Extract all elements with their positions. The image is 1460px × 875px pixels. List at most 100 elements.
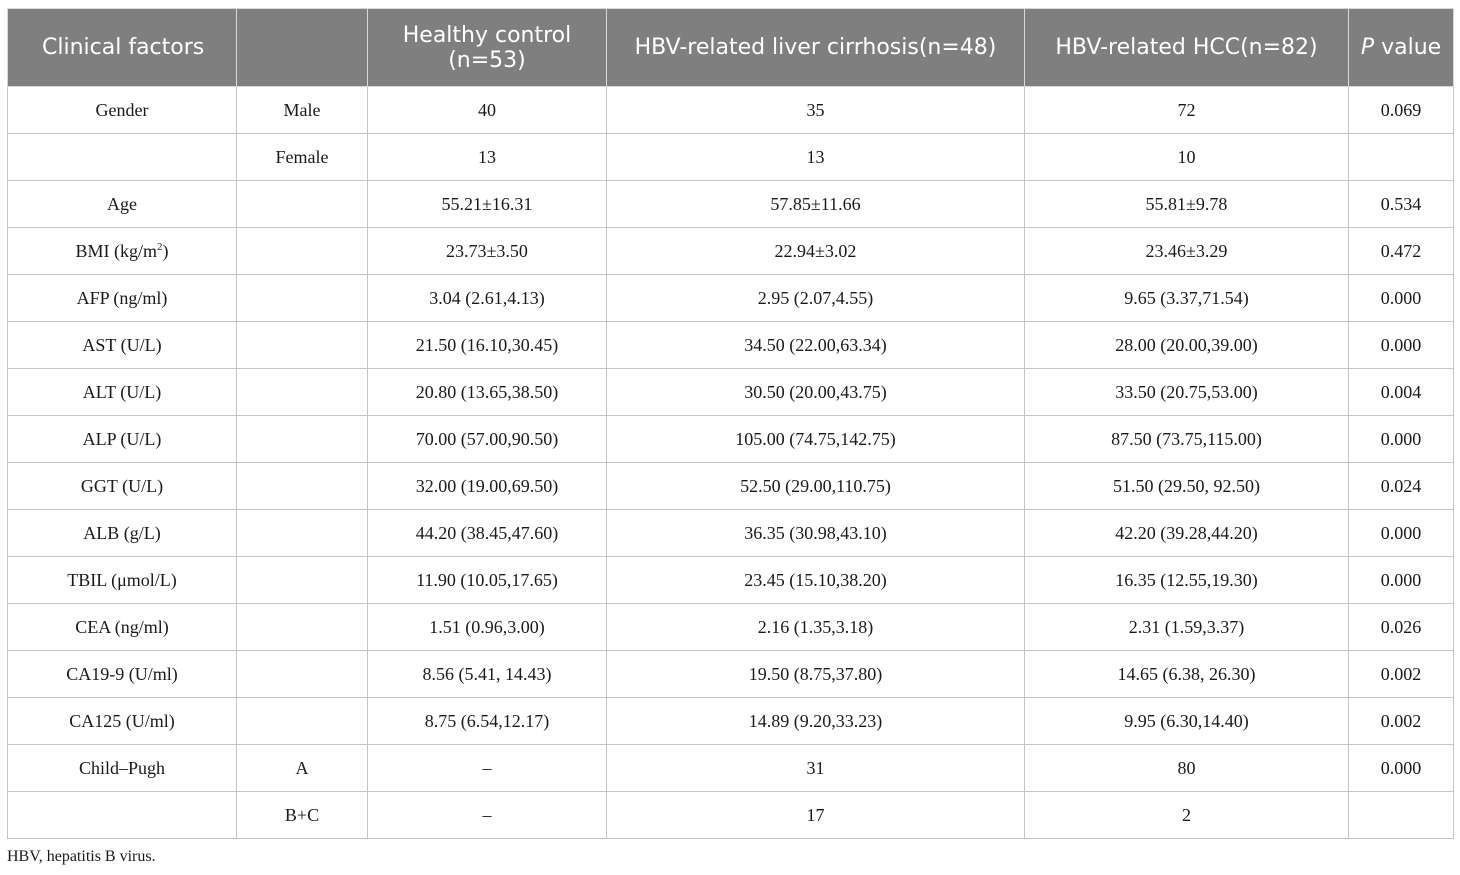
cell-p-value: 0.004 xyxy=(1348,368,1454,416)
cell-factor: CA125 (U/ml) xyxy=(7,697,237,745)
cell-hcc: 51.50 (29.50, 92.50) xyxy=(1024,462,1349,510)
header-healthy-control-line2: (n=53) xyxy=(448,47,526,73)
cell-liver-cirrhosis: 57.85±11.66 xyxy=(606,180,1025,228)
cell-healthy-control-text: 21.50 (16.10,30.45) xyxy=(415,334,559,355)
cell-hcc-text: 33.50 (20.75,53.00) xyxy=(1115,381,1258,402)
cell-liver-cirrhosis: 31 xyxy=(606,744,1025,792)
cell-liver-cirrhosis: 30.50 (20.00,43.75) xyxy=(606,368,1025,416)
cell-factor-text: Gender xyxy=(95,99,149,120)
cell-subcategory: Female xyxy=(236,133,368,181)
cell-healthy-control: – xyxy=(367,791,607,839)
cell-p-value: 0.000 xyxy=(1348,321,1454,369)
header-hcc: HBV-related HCC(n=82) xyxy=(1024,8,1349,87)
cell-liver-cirrhosis-text: 14.89 (9.20,33.23) xyxy=(748,710,883,731)
table-row: AFP (ng/ml) 3.04 (2.61,4.13) 2.95 (2.07,4.… xyxy=(7,274,1454,322)
cell-subcategory-text: Female xyxy=(275,146,329,167)
cell-liver-cirrhosis: 22.94±3.02 xyxy=(606,227,1025,275)
cell-healthy-control: – xyxy=(367,744,607,792)
table-row: CA19-9 (U/ml) 8.56 (5.41, 14.43) 19.50 (8.… xyxy=(7,650,1454,698)
cell-hcc: 87.50 (73.75,115.00) xyxy=(1024,415,1349,463)
cell-subcategory: Male xyxy=(236,86,368,134)
cell-healthy-control: 70.00 (57.00,90.50) xyxy=(367,415,607,463)
cell-hcc: 33.50 (20.75,53.00) xyxy=(1024,368,1349,416)
cell-hcc-text: 2 xyxy=(1182,804,1191,825)
cell-hcc-text: 9.95 (6.30,14.40) xyxy=(1124,710,1249,731)
table-row: BMI (kg/m2) 23.73±3.50 22.94±3.02 23.46±3.2… xyxy=(7,227,1454,275)
cell-hcc-text: 10 xyxy=(1177,146,1196,167)
cell-p-value: 0.002 xyxy=(1348,697,1454,745)
cell-healthy-control: 21.50 (16.10,30.45) xyxy=(367,321,607,369)
cell-subcategory xyxy=(236,415,368,463)
cell-hcc: 23.46±3.29 xyxy=(1024,227,1349,275)
cell-hcc-text: 87.50 (73.75,115.00) xyxy=(1111,428,1262,449)
cell-liver-cirrhosis-text: 19.50 (8.75,37.80) xyxy=(748,663,883,684)
table-row: ALB (g/L) 44.20 (38.45,47.60) 36.35 (30.98… xyxy=(7,509,1454,557)
cell-liver-cirrhosis: 17 xyxy=(606,791,1025,839)
cell-hcc-text: 51.50 (29.50, 92.50) xyxy=(1113,475,1260,496)
cell-healthy-control-text: 8.56 (5.41, 14.43) xyxy=(422,663,552,684)
cell-healthy-control-text: 20.80 (13.65,38.50) xyxy=(415,381,559,402)
cell-p-value: 0.000 xyxy=(1348,556,1454,604)
cell-factor-text: CA19-9 (U/ml) xyxy=(66,663,178,684)
cell-subcategory xyxy=(236,274,368,322)
cell-healthy-control: 11.90 (10.05,17.65) xyxy=(367,556,607,604)
table-footnote: HBV, hepatitis B virus. xyxy=(7,848,156,865)
cell-healthy-control: 32.00 (19.00,69.50) xyxy=(367,462,607,510)
cell-p-value xyxy=(1348,791,1454,839)
header-healthy-control: Healthy control (n=53) xyxy=(367,8,607,87)
cell-p-value-text: 0.000 xyxy=(1380,757,1422,778)
cell-hcc-text: 16.35 (12.55,19.30) xyxy=(1115,569,1258,590)
table-row: ALT (U/L) 20.80 (13.65,38.50) 30.50 (20.00… xyxy=(7,368,1454,416)
cell-factor-text: TBIL (μmol/L) xyxy=(67,569,177,590)
cell-hcc: 55.81±9.78 xyxy=(1024,180,1349,228)
cell-liver-cirrhosis-text: 57.85±11.66 xyxy=(770,193,861,214)
cell-healthy-control-text: 8.75 (6.54,12.17) xyxy=(424,710,550,731)
cell-hcc: 2 xyxy=(1024,791,1349,839)
cell-hcc: 16.35 (12.55,19.30) xyxy=(1024,556,1349,604)
cell-factor: Age xyxy=(7,180,237,228)
table-row: Female 13 13 10 xyxy=(7,133,1454,181)
cell-factor: CEA (ng/ml) xyxy=(7,603,237,651)
unit-close-paren: ) xyxy=(162,240,169,261)
header-value-word: value xyxy=(1374,35,1442,60)
cell-healthy-control: 3.04 (2.61,4.13) xyxy=(367,274,607,322)
cell-hcc-text: 14.65 (6.38, 26.30) xyxy=(1117,663,1256,684)
cell-hcc: 2.31 (1.59,3.37) xyxy=(1024,603,1349,651)
header-p-value: P value xyxy=(1348,8,1454,87)
cell-hcc-text: 55.81±9.78 xyxy=(1145,193,1228,214)
cell-p-value-text: 0.472 xyxy=(1380,240,1422,261)
cell-subcategory xyxy=(236,462,368,510)
cell-liver-cirrhosis-text: 17 xyxy=(806,804,825,825)
cell-p-value: 0.534 xyxy=(1348,180,1454,228)
cell-factor: BMI (kg/m2) xyxy=(7,227,237,275)
cell-liver-cirrhosis: 52.50 (29.00,110.75) xyxy=(606,462,1025,510)
cell-p-value: 0.000 xyxy=(1348,274,1454,322)
cell-liver-cirrhosis: 36.35 (30.98,43.10) xyxy=(606,509,1025,557)
header-subcategory xyxy=(236,8,368,87)
cell-subcategory xyxy=(236,603,368,651)
cell-factor-text: ALT (U/L) xyxy=(82,381,162,402)
cell-p-value-text: 0.002 xyxy=(1380,710,1422,731)
cell-liver-cirrhosis: 105.00 (74.75,142.75) xyxy=(606,415,1025,463)
cell-healthy-control: 20.80 (13.65,38.50) xyxy=(367,368,607,416)
cell-healthy-control-text: – xyxy=(482,804,492,825)
table-row: ALP (U/L) 70.00 (57.00,90.50) 105.00 (74.7… xyxy=(7,415,1454,463)
cell-p-value-text: 0.004 xyxy=(1380,381,1422,402)
cell-subcategory xyxy=(236,180,368,228)
cell-factor-text: ALP (U/L) xyxy=(82,428,162,449)
cell-liver-cirrhosis-text: 31 xyxy=(806,757,825,778)
cell-healthy-control: 40 xyxy=(367,86,607,134)
cell-liver-cirrhosis: 13 xyxy=(606,133,1025,181)
cell-liver-cirrhosis-text: 105.00 (74.75,142.75) xyxy=(735,428,896,449)
cell-p-value: 0.000 xyxy=(1348,415,1454,463)
cell-hcc-text: 42.20 (39.28,44.20) xyxy=(1115,522,1258,543)
cell-healthy-control: 44.20 (38.45,47.60) xyxy=(367,509,607,557)
cell-p-value-text: 0.000 xyxy=(1380,569,1422,590)
cell-liver-cirrhosis: 34.50 (22.00,63.34) xyxy=(606,321,1025,369)
cell-liver-cirrhosis-text: 2.95 (2.07,4.55) xyxy=(757,287,874,308)
cell-healthy-control-text: 44.20 (38.45,47.60) xyxy=(415,522,559,543)
cell-healthy-control-text: 11.90 (10.05,17.65) xyxy=(416,569,558,590)
cell-subcategory-text: B+C xyxy=(284,804,320,825)
cell-liver-cirrhosis-text: 52.50 (29.00,110.75) xyxy=(740,475,891,496)
clinical-factors-table-wrapper: Clinical factors Healthy control (n=53) … xyxy=(7,8,1454,839)
